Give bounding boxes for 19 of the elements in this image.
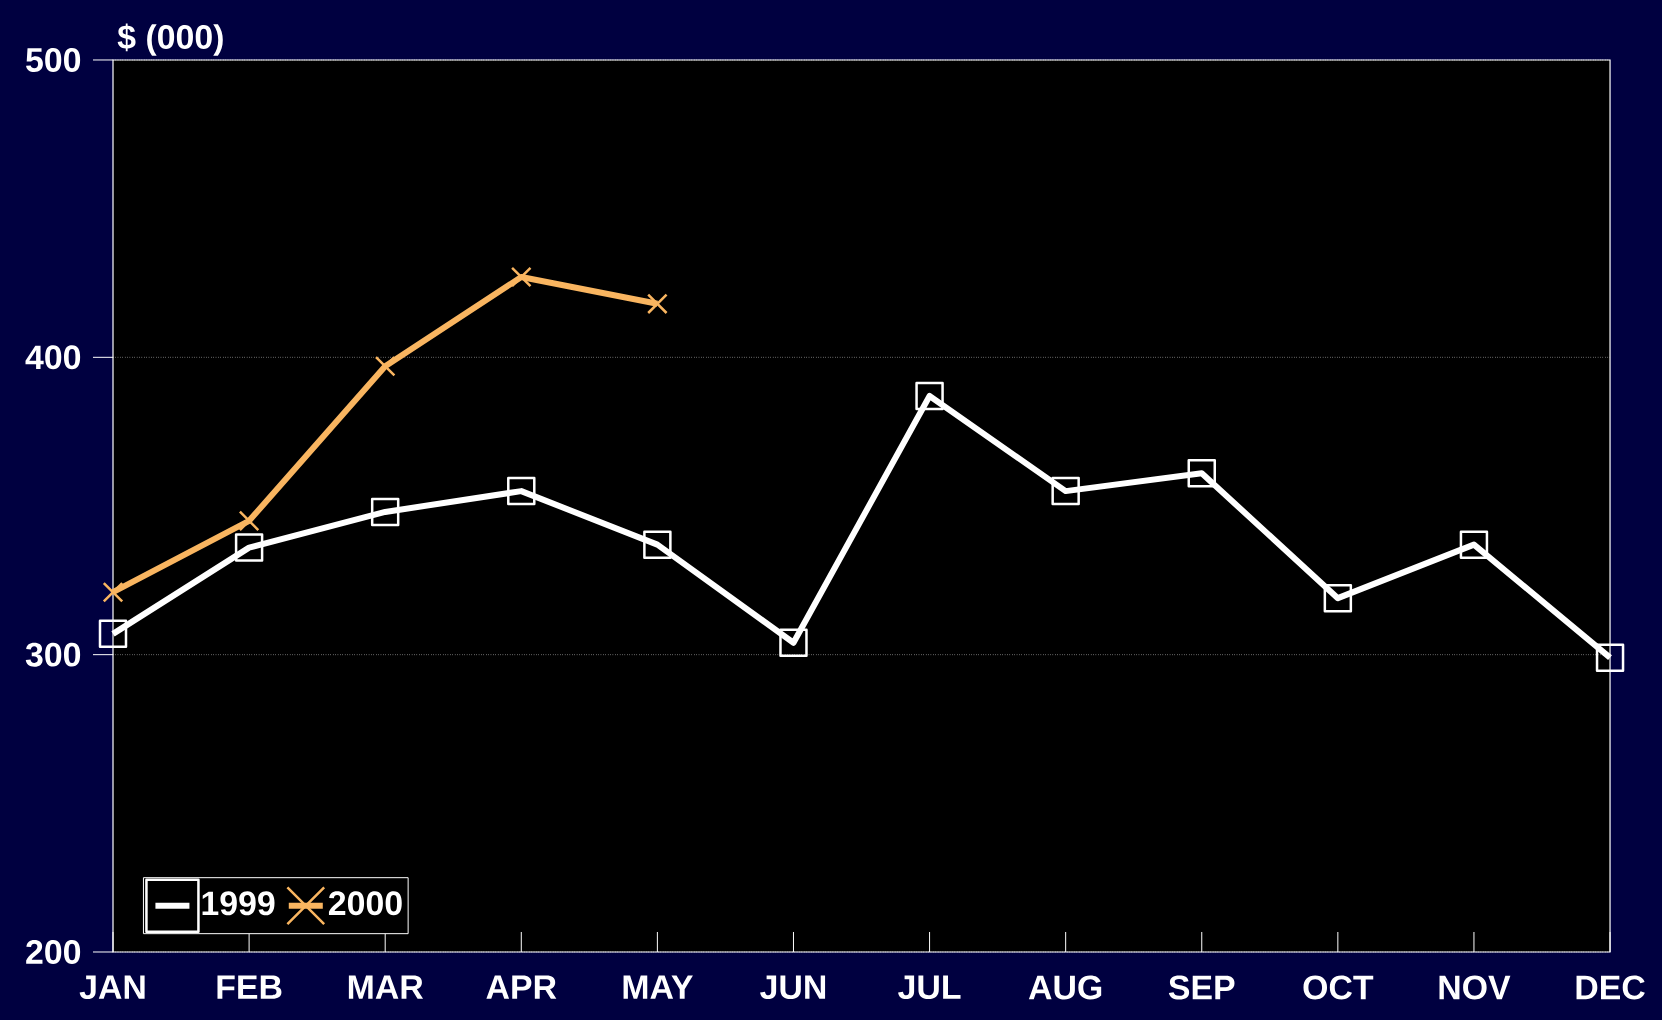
x-tick-label: MAR [348,975,424,999]
x-tick-label: MAY [623,975,693,999]
legend-label: 2000 [328,891,402,916]
x-tick-label: FEB [217,975,282,999]
x-tick-label: JUN [760,975,826,1000]
y-tick-label: 200 [26,940,81,964]
x-tick-label: SEP [1168,975,1235,1000]
y-tick-label: 400 [25,345,81,370]
x-tick-label: NOV [1439,975,1511,1000]
x-tick-label: OCT [1303,975,1374,1000]
y-tick-label: 300 [25,642,81,667]
x-tick-label: DEC [1576,975,1645,1000]
x-tick-label: AUG [1028,975,1102,1000]
x-tick-label: JUL [898,975,961,1000]
x-tick-label: APR [486,975,557,999]
y-axis-title: $ (000) [117,23,223,56]
x-tick-label: JAN [79,975,145,1000]
y-tick-label: 500 [26,47,81,72]
legend-label: 1999 [202,891,275,916]
